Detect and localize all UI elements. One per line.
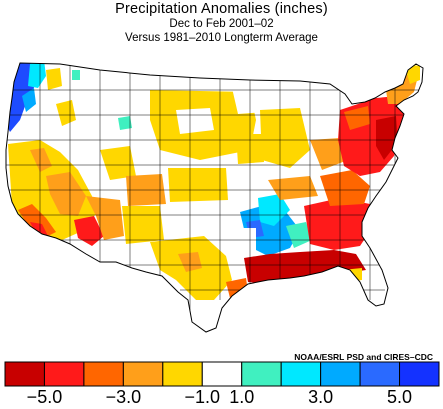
region-nevada-orange xyxy=(30,148,52,172)
legend-swatch xyxy=(241,361,282,387)
legend-swatch xyxy=(162,361,203,387)
region-se-orange xyxy=(320,170,370,206)
map-baseline: Versus 1981–2010 Longterm Average xyxy=(125,32,318,44)
region-ut-yellow xyxy=(100,146,136,180)
us-precip-anomaly-map xyxy=(5,62,424,333)
legend-swatch xyxy=(201,361,243,387)
map-title: Precipitation Anomalies (inches) xyxy=(115,1,328,17)
data-credit: NOAA/ESRL PSD and CIRES–CDC xyxy=(294,352,433,362)
region-plains-white xyxy=(176,108,214,134)
map-period: Dec to Feb 2001–02 xyxy=(169,18,274,30)
title-block: Precipitation Anomalies (inches) Dec to … xyxy=(0,0,443,45)
region-mt-teal xyxy=(118,116,132,130)
legend-tick-label: −1.0 xyxy=(184,387,221,407)
region-oh-orange xyxy=(310,138,348,170)
region-ca-central-orange xyxy=(46,172,86,216)
region-ne-orange xyxy=(344,106,370,130)
region-id-orange xyxy=(56,100,76,126)
legend-tick-label: −3.0 xyxy=(105,387,142,407)
legend-swatch xyxy=(399,361,440,387)
legend-swatch xyxy=(280,361,322,387)
region-mn-white xyxy=(232,88,264,114)
legend-swatch xyxy=(320,361,361,387)
region-mid-south-cyan xyxy=(258,194,290,226)
division-boundaries xyxy=(6,63,420,310)
legend-tick-label: 5.0 xyxy=(387,387,413,407)
region-id-cyan xyxy=(72,70,80,80)
region-gulf-coast xyxy=(244,250,366,284)
region-socal-red xyxy=(18,204,56,238)
legend-tick-label: 3.0 xyxy=(308,387,334,407)
legend-tick-label: −5.0 xyxy=(26,387,63,407)
region-az-orange xyxy=(86,196,124,240)
region-mid-south-teal xyxy=(286,222,312,248)
legend-swatch xyxy=(43,361,85,387)
color-legend xyxy=(4,361,440,387)
legend-tick-label: 1.0 xyxy=(229,387,255,407)
region-nm-yellow xyxy=(122,206,164,244)
legend-swatch xyxy=(83,361,124,387)
legend-swatch xyxy=(4,361,45,387)
region-nw-teal xyxy=(22,88,36,112)
region-kansas xyxy=(168,168,228,202)
region-ky-orange xyxy=(268,176,318,200)
region-great-lakes-white xyxy=(298,86,344,126)
region-fl-yellow xyxy=(342,268,362,282)
region-midwest-yellow xyxy=(260,108,310,168)
legend-swatch xyxy=(122,361,164,387)
region-nw-cyan xyxy=(28,63,46,88)
region-wa-yellow xyxy=(46,68,62,90)
legend-swatch xyxy=(359,361,401,387)
region-az-red xyxy=(74,216,104,246)
